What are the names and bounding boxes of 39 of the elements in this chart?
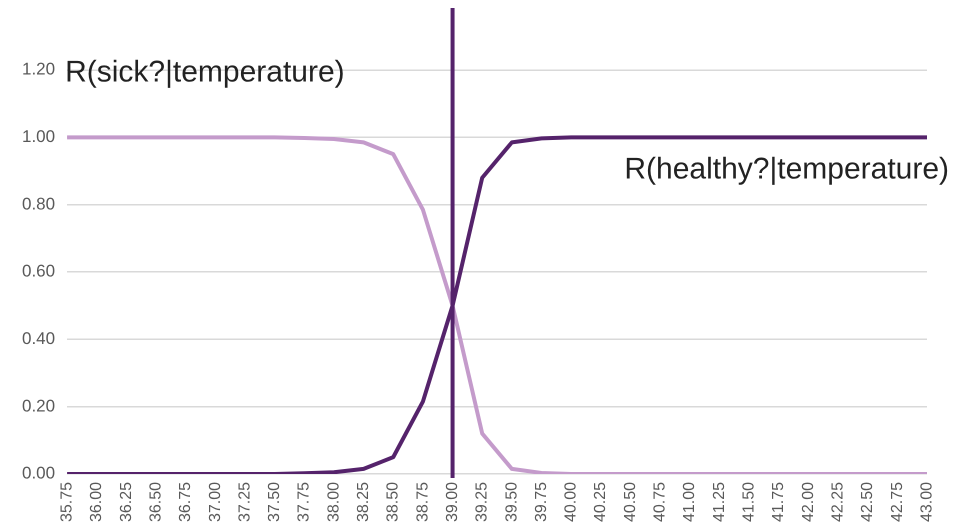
x-tick-label: 40.00 [562,482,580,522]
y-tick-label: 0.40 [22,328,56,348]
y-tick-label: 1.20 [22,60,56,79]
x-tick-label: 39.00 [444,482,461,522]
x-tick-label: 41.25 [710,482,728,522]
x-tick-label: 41.00 [681,482,698,522]
x-tick-label: 42.75 [888,482,906,522]
x-tick-label: 41.50 [740,482,758,522]
y-tick-label: 0.80 [22,194,56,214]
x-tick-label: 39.50 [503,482,520,522]
x-tick-label: 42.50 [859,482,876,522]
x-tick-label: 37.00 [206,482,224,522]
x-tick-label: 40.25 [592,482,610,522]
y-tick-label: 1.00 [22,127,56,146]
x-tick-label: 36.75 [177,482,194,522]
x-tick-label: 42.00 [800,482,817,522]
y-tick-label: 0.20 [22,396,56,416]
x-tick-label: 38.50 [384,482,402,522]
x-tick-label: 43.00 [918,482,936,522]
x-tick-label: 37.25 [236,482,254,522]
x-tick-label: 40.75 [652,482,669,522]
y-tick-label: 0.60 [22,262,56,281]
x-tick-label: 36.00 [88,482,106,522]
x-tick-label: 36.25 [118,482,135,522]
series-label: R(healthy?|temperature) [624,152,949,186]
x-tick-label: 40.50 [622,482,639,522]
x-tick-label: 37.75 [296,482,313,522]
x-tick-label: 37.50 [266,482,284,522]
x-tick-label: 38.75 [414,482,432,522]
x-tick-label: 38.25 [355,482,372,522]
x-tick-label: 38.00 [325,482,342,522]
x-tick-label: 35.75 [58,482,76,522]
x-tick-label: 41.75 [770,482,788,522]
x-tick-label: 42.25 [829,482,846,522]
x-tick-label: 36.50 [147,482,164,522]
y-tick-label: 0.00 [22,464,56,483]
series-label: R(sick?|temperature) [65,55,345,88]
x-tick-label: 39.75 [532,482,550,522]
x-tick-label: 39.25 [474,482,491,522]
